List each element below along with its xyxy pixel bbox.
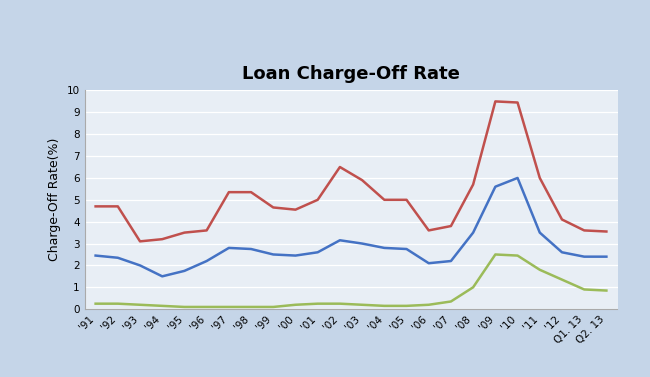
Consumer Loans bbox=[203, 259, 211, 263]
Consumer Loans bbox=[247, 247, 255, 251]
Line: Consumer Loans: Consumer Loans bbox=[96, 178, 606, 276]
Consumer Loans bbox=[181, 268, 188, 273]
Consumer Loans bbox=[136, 263, 144, 268]
Consumer Loans bbox=[603, 254, 610, 259]
Credit Cards bbox=[469, 182, 477, 187]
Consumer Loans bbox=[292, 253, 300, 258]
Credit Cards bbox=[247, 190, 255, 195]
Residential Real Estate Loans bbox=[181, 305, 188, 309]
Credit Cards bbox=[358, 178, 366, 182]
Credit Cards bbox=[269, 205, 277, 210]
Residential Real Estate Loans bbox=[380, 303, 388, 308]
Credit Cards bbox=[425, 228, 433, 233]
Y-axis label: Charge-Off Rate(%): Charge-Off Rate(%) bbox=[48, 138, 61, 262]
Residential Real Estate Loans bbox=[247, 305, 255, 309]
Residential Real Estate Loans bbox=[114, 302, 122, 306]
Residential Real Estate Loans bbox=[469, 285, 477, 290]
Consumer Loans bbox=[114, 256, 122, 260]
Credit Cards bbox=[380, 198, 388, 202]
Residential Real Estate Loans bbox=[558, 277, 566, 282]
Consumer Loans bbox=[314, 250, 322, 254]
Credit Cards bbox=[136, 239, 144, 244]
Residential Real Estate Loans bbox=[203, 305, 211, 309]
Credit Cards bbox=[292, 207, 300, 212]
Residential Real Estate Loans bbox=[580, 287, 588, 292]
Credit Cards bbox=[225, 190, 233, 195]
Consumer Loans bbox=[491, 184, 499, 189]
Credit Cards bbox=[580, 228, 588, 233]
Consumer Loans bbox=[159, 274, 166, 279]
Residential Real Estate Loans bbox=[358, 302, 366, 307]
Title: Loan Charge-Off Rate: Loan Charge-Off Rate bbox=[242, 65, 460, 83]
Credit Cards bbox=[181, 230, 188, 235]
Residential Real Estate Loans bbox=[447, 299, 455, 304]
Residential Real Estate Loans bbox=[269, 305, 277, 309]
Residential Real Estate Loans bbox=[536, 268, 543, 272]
Residential Real Estate Loans bbox=[136, 302, 144, 307]
Residential Real Estate Loans bbox=[603, 288, 610, 293]
Consumer Loans bbox=[469, 230, 477, 235]
Consumer Loans bbox=[558, 250, 566, 254]
Consumer Loans bbox=[269, 252, 277, 257]
Credit Cards bbox=[447, 224, 455, 228]
Consumer Loans bbox=[514, 176, 521, 180]
Residential Real Estate Loans bbox=[92, 302, 99, 306]
Residential Real Estate Loans bbox=[225, 305, 233, 309]
Residential Real Estate Loans bbox=[292, 302, 300, 307]
Residential Real Estate Loans bbox=[514, 253, 521, 258]
Consumer Loans bbox=[402, 247, 410, 251]
Consumer Loans bbox=[536, 230, 543, 235]
Residential Real Estate Loans bbox=[402, 303, 410, 308]
Credit Cards bbox=[314, 198, 322, 202]
Credit Cards bbox=[491, 99, 499, 104]
Residential Real Estate Loans bbox=[159, 303, 166, 308]
Credit Cards bbox=[114, 204, 122, 208]
Consumer Loans bbox=[92, 253, 99, 258]
Consumer Loans bbox=[380, 246, 388, 250]
Consumer Loans bbox=[425, 261, 433, 265]
Credit Cards bbox=[514, 100, 521, 105]
Consumer Loans bbox=[225, 246, 233, 250]
Credit Cards bbox=[402, 198, 410, 202]
Residential Real Estate Loans bbox=[314, 302, 322, 306]
Credit Cards bbox=[92, 204, 99, 208]
Residential Real Estate Loans bbox=[491, 252, 499, 257]
Consumer Loans bbox=[358, 241, 366, 246]
Consumer Loans bbox=[447, 259, 455, 263]
Credit Cards bbox=[603, 229, 610, 234]
Credit Cards bbox=[336, 165, 344, 169]
Credit Cards bbox=[536, 176, 543, 180]
Consumer Loans bbox=[336, 238, 344, 242]
Credit Cards bbox=[203, 228, 211, 233]
Residential Real Estate Loans bbox=[336, 302, 344, 306]
Residential Real Estate Loans bbox=[425, 302, 433, 307]
Credit Cards bbox=[558, 217, 566, 222]
Credit Cards bbox=[159, 237, 166, 241]
Line: Credit Cards: Credit Cards bbox=[96, 101, 606, 241]
Consumer Loans bbox=[580, 254, 588, 259]
Line: Residential Real Estate Loans: Residential Real Estate Loans bbox=[96, 254, 606, 307]
